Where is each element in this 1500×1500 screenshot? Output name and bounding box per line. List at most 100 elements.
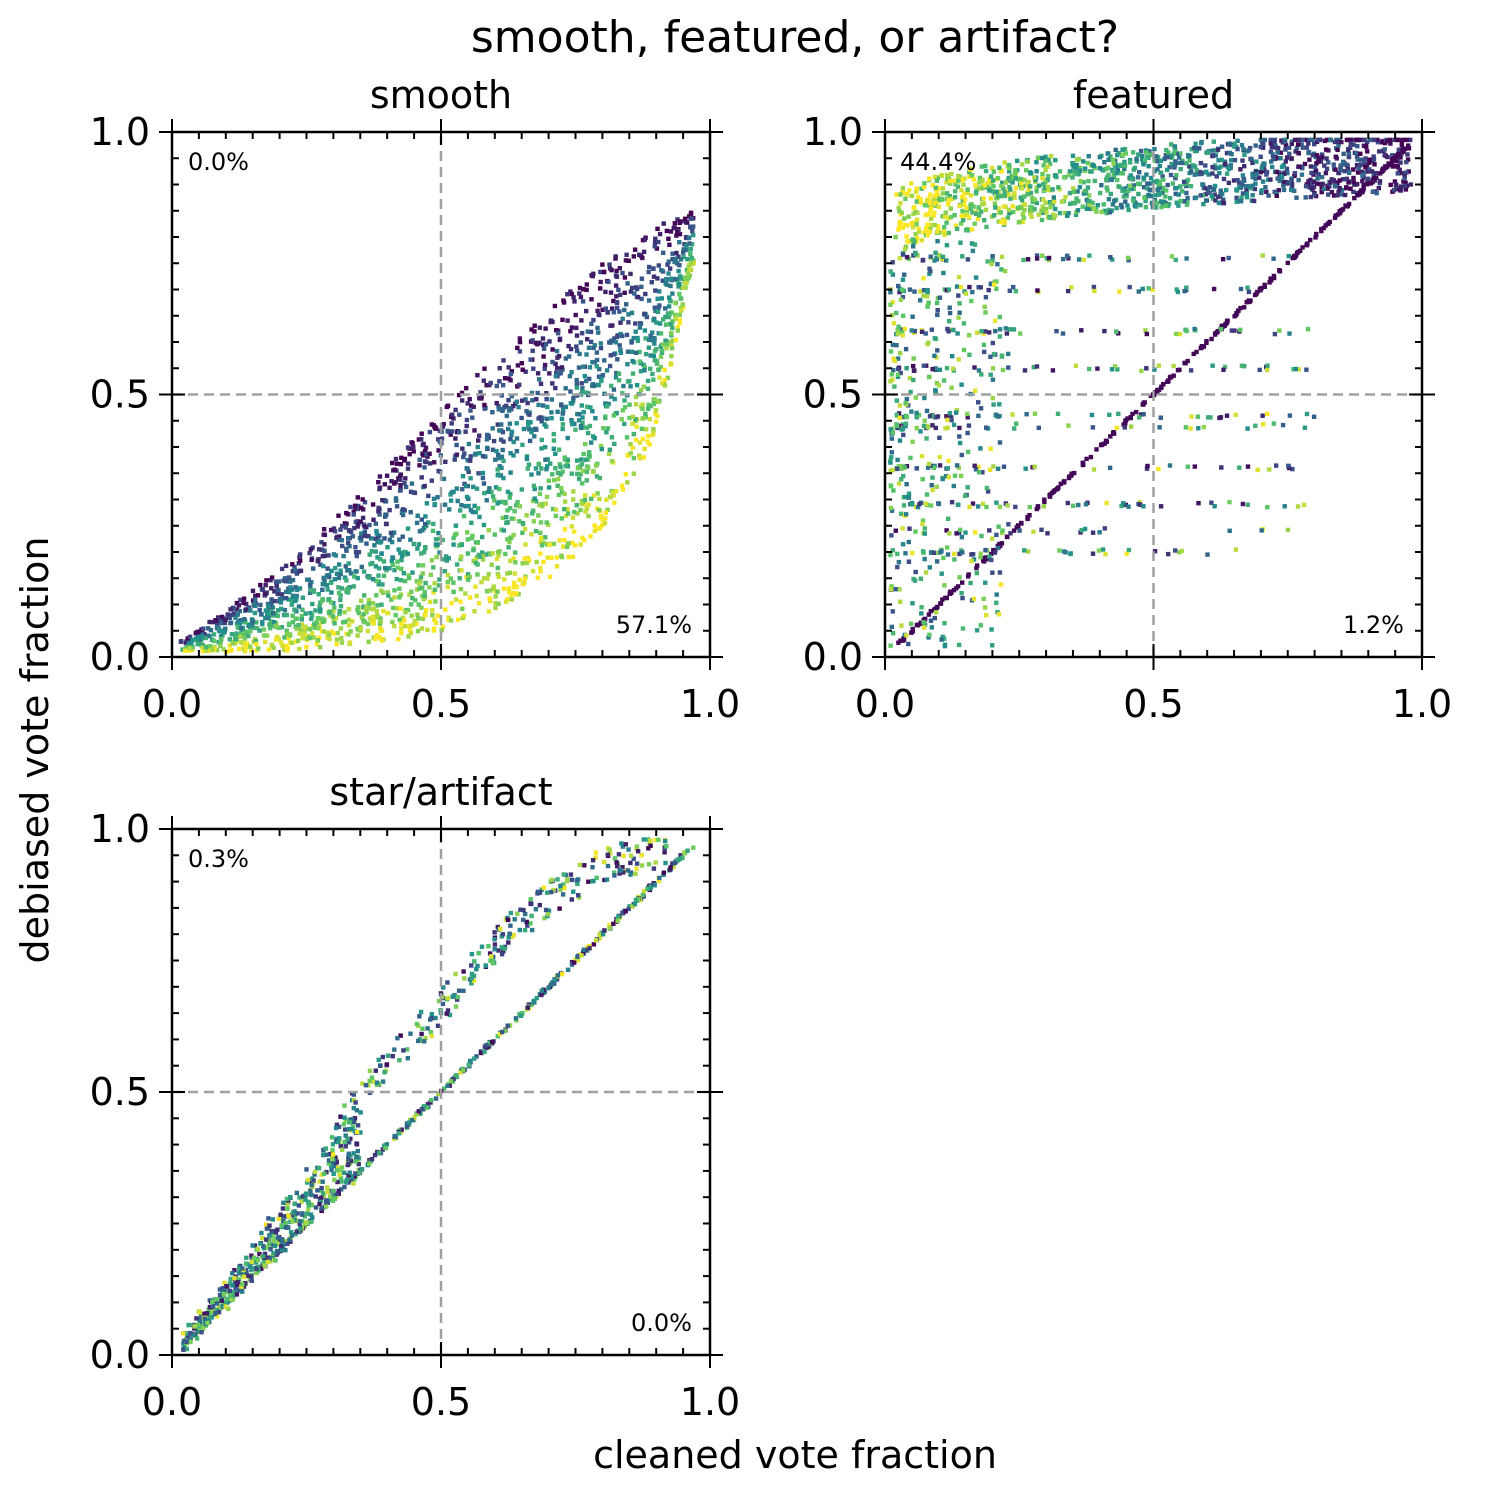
- scatter-point: [1342, 169, 1347, 174]
- scatter-point: [580, 468, 585, 473]
- scatter-point: [1274, 463, 1279, 468]
- scatter-point: [529, 390, 535, 396]
- scatter-point: [595, 308, 600, 313]
- scatter-point: [1289, 139, 1294, 144]
- scatter-point: [1349, 137, 1354, 143]
- scatter-point: [628, 451, 633, 456]
- scatter-point: [1176, 550, 1182, 555]
- scatter-point: [1155, 387, 1160, 393]
- scatter-point: [1227, 150, 1233, 156]
- scatter-point: [500, 447, 505, 453]
- scatter-point: [675, 328, 680, 333]
- scatter-point: [537, 325, 542, 330]
- scatter-point: [622, 290, 627, 295]
- scatter-point: [237, 620, 243, 626]
- scatter-point: [652, 341, 657, 346]
- scatter-point: [1366, 176, 1371, 181]
- scatter-point: [946, 458, 951, 464]
- scatter-point: [643, 415, 648, 420]
- scatter-point: [538, 415, 543, 420]
- scatter-point: [1305, 327, 1311, 332]
- scatter-point: [1036, 212, 1041, 217]
- scatter-point: [1088, 454, 1094, 460]
- scatter-point: [417, 457, 422, 462]
- scatter-point: [1116, 411, 1121, 417]
- scatter-point: [327, 636, 332, 642]
- scatter-point: [219, 614, 225, 620]
- scatter-point: [899, 623, 904, 628]
- scatter-point: [1242, 164, 1247, 169]
- scatter-point: [892, 358, 897, 364]
- scatter-point: [373, 636, 378, 642]
- scatter-point: [217, 628, 222, 634]
- scatter-point: [273, 637, 279, 642]
- scatter-point: [541, 354, 546, 359]
- scatter-point: [488, 380, 493, 386]
- scatter-point: [935, 229, 940, 235]
- scatter-point: [392, 588, 397, 593]
- scatter-point: [641, 384, 647, 389]
- scatter-point: [1250, 171, 1255, 177]
- scatter-point: [932, 336, 937, 341]
- scatter-point: [402, 578, 408, 584]
- scatter-point: [1083, 188, 1089, 194]
- scatter-point: [582, 493, 588, 498]
- scatter-point: [531, 508, 536, 513]
- scatter-point: [602, 358, 607, 363]
- scatter-point: [520, 520, 526, 526]
- scatter-point: [268, 578, 273, 583]
- scatter-point: [1080, 460, 1085, 465]
- scatter-point: [405, 461, 411, 466]
- scatter-point: [1341, 151, 1346, 156]
- scatter-point: [976, 368, 982, 373]
- scatter-point: [397, 537, 402, 542]
- scatter-point: [682, 275, 688, 280]
- scatter-point: [1198, 193, 1203, 198]
- scatter-point: [652, 397, 657, 402]
- scatter-point: [611, 493, 616, 498]
- scatter-point: [355, 605, 361, 610]
- scatter-point: [1114, 329, 1119, 335]
- subplot-title: featured: [1073, 73, 1234, 117]
- scatter-point: [888, 460, 893, 465]
- scatter-point: [1044, 256, 1050, 261]
- scatter-point: [910, 502, 915, 507]
- scatter-point: [541, 346, 547, 351]
- scatter-point: [952, 551, 957, 557]
- scatter-point: [1240, 501, 1246, 507]
- scatter-point: [582, 497, 588, 503]
- scatter-point: [969, 558, 974, 564]
- scatter-point: [333, 565, 338, 571]
- scatter-point: [925, 425, 931, 430]
- scatter-point: [544, 520, 549, 525]
- scatter-point: [1138, 412, 1144, 417]
- scatter-point: [333, 616, 339, 621]
- scatter-point: [1367, 137, 1373, 143]
- scatter-point: [969, 172, 974, 178]
- scatter-point: [904, 396, 909, 402]
- scatter-point: [326, 553, 331, 558]
- scatter-point: [425, 1101, 431, 1107]
- scatter-point: [514, 584, 520, 589]
- scatter-point: [888, 643, 893, 648]
- scatter-point: [1017, 528, 1022, 533]
- scatter-point: [656, 367, 661, 373]
- scatter-point: [538, 381, 544, 386]
- scatter-point: [376, 573, 381, 578]
- scatter-point: [620, 270, 625, 276]
- scatter-point: [1066, 288, 1071, 294]
- scatter-point: [959, 591, 964, 596]
- scatter-point: [445, 428, 450, 434]
- scatter-point: [398, 606, 404, 611]
- scatter-point: [974, 187, 979, 193]
- scatter-point: [1122, 159, 1127, 165]
- scatter-point: [959, 452, 964, 458]
- scatter-point: [409, 589, 414, 594]
- scatter-point: [394, 576, 399, 582]
- scatter-point: [912, 220, 917, 225]
- scatter-point: [981, 196, 986, 201]
- scatter-point: [560, 426, 565, 432]
- scatter-point: [1310, 153, 1316, 158]
- scatter-point: [569, 325, 575, 330]
- quadrant-label-top-left: 0.0%: [188, 148, 249, 176]
